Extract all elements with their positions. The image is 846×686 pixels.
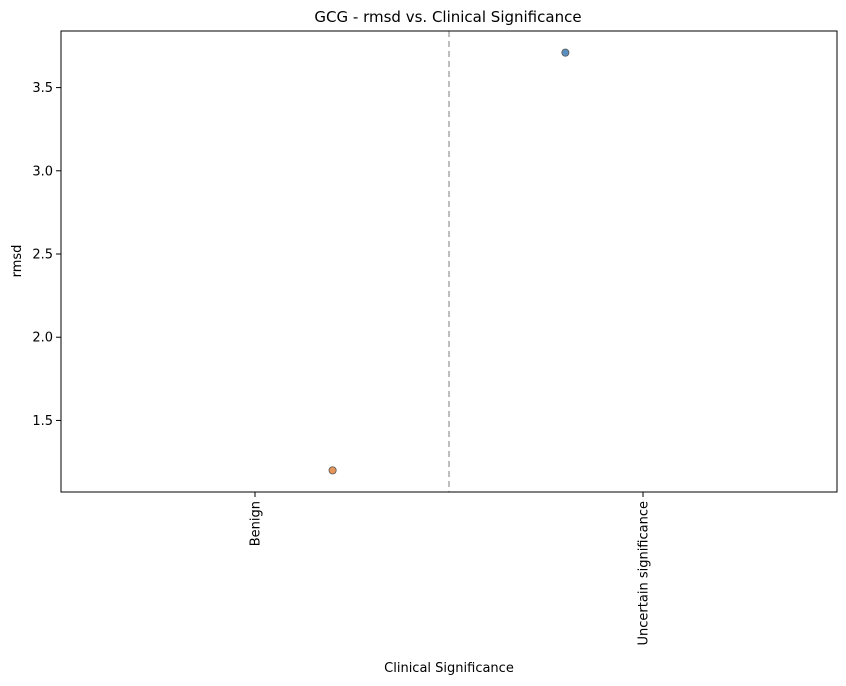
y-tick-label: 2.0	[32, 331, 53, 346]
plot-area: 1.5 2.0 2.5 3.0 3.5 Benign Uncertain significa…	[32, 31, 652, 645]
y-tick-label: 3.5	[32, 81, 53, 96]
x-tick-label: Uncertain significance	[637, 501, 652, 645]
y-tick-label: 1.5	[32, 414, 53, 429]
y-tick-label: 2.5	[32, 248, 53, 263]
axes-frame	[60, 30, 838, 493]
x-axis-label: Clinical Significance	[384, 661, 514, 676]
data-point	[561, 48, 570, 57]
y-axis-label: rmsd	[10, 245, 25, 278]
data-point	[328, 466, 337, 475]
chart-title: GCG - rmsd vs. Clinical Significance	[314, 8, 581, 26]
y-tick-label: 3.0	[32, 164, 53, 179]
x-tick-label: Benign	[249, 501, 264, 546]
